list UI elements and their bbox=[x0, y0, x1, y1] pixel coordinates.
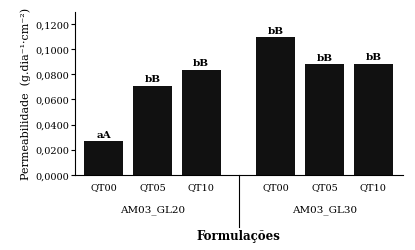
Text: Formulações: Formulações bbox=[197, 228, 281, 241]
Text: bB: bB bbox=[365, 53, 381, 62]
Bar bbox=[354, 64, 393, 175]
Text: AM03_GL20: AM03_GL20 bbox=[120, 204, 185, 214]
Bar bbox=[305, 65, 344, 175]
Bar bbox=[256, 38, 295, 175]
Text: bB: bB bbox=[317, 54, 333, 62]
Bar bbox=[182, 70, 221, 175]
Bar bbox=[84, 142, 123, 175]
Text: bB: bB bbox=[144, 75, 161, 84]
Bar bbox=[133, 86, 172, 175]
Text: aA: aA bbox=[97, 130, 111, 139]
Text: bB: bB bbox=[268, 27, 284, 36]
Y-axis label: Permeabilidade  (g.dia⁻¹·cm⁻²): Permeabilidade (g.dia⁻¹·cm⁻²) bbox=[20, 8, 31, 180]
Text: bB: bB bbox=[193, 59, 209, 68]
Text: AM03_GL30: AM03_GL30 bbox=[292, 204, 357, 214]
